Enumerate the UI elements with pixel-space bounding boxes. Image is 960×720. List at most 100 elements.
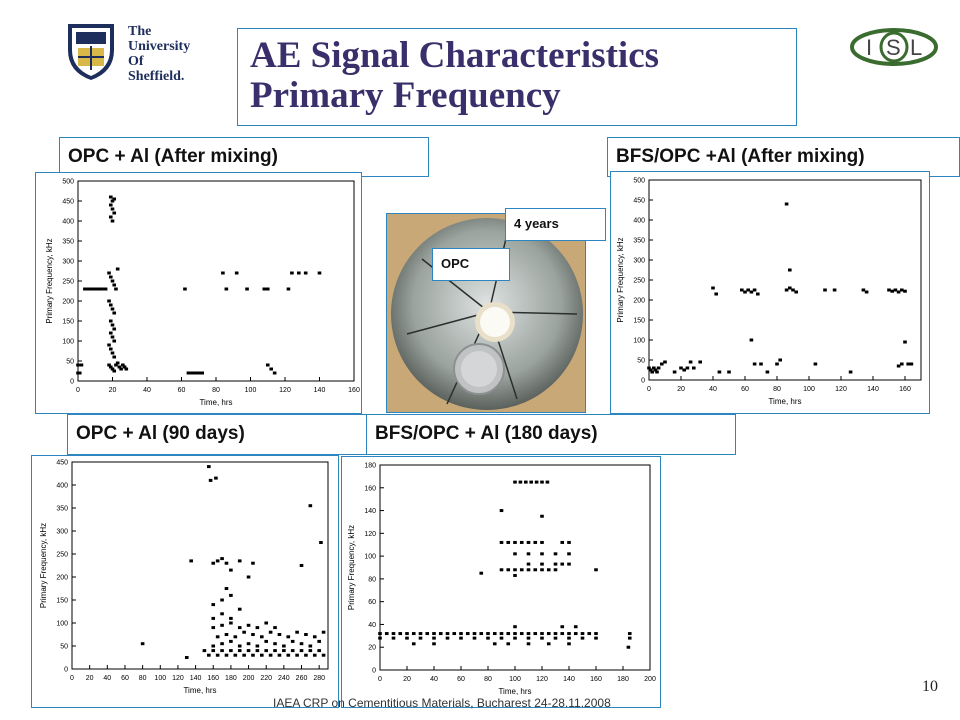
data-point	[189, 559, 193, 563]
data-point	[211, 561, 216, 565]
data-point	[479, 571, 484, 575]
data-point	[79, 363, 84, 367]
data-point	[513, 480, 517, 484]
x-tick-label: 160	[207, 675, 219, 682]
data-point	[286, 653, 291, 657]
data-point	[211, 644, 216, 648]
data-point	[108, 365, 113, 369]
data-point	[245, 287, 249, 291]
data-point	[121, 363, 125, 367]
data-point	[114, 287, 118, 291]
data-point	[405, 632, 409, 636]
data-point	[788, 286, 792, 290]
data-point	[513, 625, 517, 629]
data-point	[906, 362, 910, 366]
data-point	[526, 568, 531, 572]
plot-area	[71, 461, 329, 670]
data-point	[112, 283, 117, 287]
data-point	[110, 307, 115, 311]
data-point	[432, 636, 436, 640]
data-point	[560, 625, 565, 629]
x-tick-label: 80	[773, 386, 781, 393]
data-point	[529, 480, 533, 484]
data-point	[317, 271, 322, 275]
data-point	[627, 632, 632, 636]
y-tick-label: 500	[633, 178, 645, 185]
data-point	[246, 623, 251, 627]
data-point	[233, 635, 238, 639]
data-point	[272, 371, 277, 375]
data-point	[513, 632, 517, 636]
data-point	[519, 568, 524, 572]
x-tick-label: 40	[143, 387, 151, 394]
data-point	[211, 616, 216, 620]
data-point	[304, 633, 308, 636]
data-point	[190, 371, 194, 375]
data-point	[580, 632, 585, 636]
data-point	[506, 632, 511, 636]
data-point	[660, 362, 664, 366]
data-point	[791, 288, 795, 292]
data-point	[540, 632, 544, 636]
data-point	[663, 360, 667, 364]
data-point	[321, 630, 326, 634]
data-point	[122, 365, 127, 369]
data-point	[193, 371, 198, 375]
data-point	[110, 351, 115, 355]
x-tick-label: 0	[647, 386, 651, 393]
data-point	[251, 633, 255, 636]
x-tick-label: 160	[590, 676, 602, 683]
data-point	[752, 288, 757, 292]
data-point	[553, 552, 558, 556]
data-point	[749, 290, 754, 294]
data-point	[110, 207, 115, 211]
y-tick-label: 0	[70, 379, 74, 386]
data-point	[242, 630, 246, 634]
chart-frame-tl: 0 20 40 60 80 100 120 140 160 0 50 100 150 200 250 300 3…	[35, 172, 362, 414]
data-point	[295, 653, 299, 657]
x-tick-label: 60	[178, 387, 186, 394]
data-point	[255, 626, 260, 630]
data-point	[526, 642, 531, 646]
data-point	[778, 358, 782, 362]
data-point	[319, 541, 323, 544]
data-point	[246, 649, 251, 653]
data-point	[418, 632, 423, 636]
x-axis-label: Time, hrs	[768, 397, 801, 406]
logo-line-3: Of	[128, 54, 144, 69]
data-point	[890, 289, 894, 293]
data-point	[499, 540, 504, 544]
data-point	[580, 636, 585, 640]
x-tick-label: 140	[563, 676, 575, 683]
data-point	[438, 632, 443, 636]
data-point	[398, 632, 403, 636]
logo-line-1: The	[128, 24, 152, 39]
y-tick-label: 350	[633, 238, 645, 245]
data-point	[524, 480, 528, 484]
y-tick-label: 180	[364, 463, 376, 470]
data-point	[108, 347, 113, 351]
data-point	[211, 603, 216, 607]
chart-tl: 0 20 40 60 80 100 120 140 160 0 50 100 150 200 250 300 3…	[45, 179, 360, 408]
x-tick-label: 60	[121, 675, 129, 682]
x-tick-label: 200	[644, 676, 656, 683]
y-tick-label: 250	[62, 279, 74, 286]
chart-tr: 0 20 40 60 80 100 120 140 160 0 50 100 150 200 250 300 3…	[616, 178, 922, 406]
data-point	[567, 562, 571, 566]
data-point	[268, 630, 273, 634]
data-point	[445, 632, 450, 636]
data-point	[304, 653, 308, 657]
data-point	[533, 632, 538, 636]
data-point	[533, 568, 538, 572]
y-tick-label: 50	[66, 359, 74, 366]
data-point	[900, 362, 904, 366]
data-point	[864, 290, 869, 294]
y-tick-label: 300	[62, 259, 74, 266]
data-point	[273, 626, 277, 630]
data-point	[77, 371, 82, 375]
x-tick-label: 60	[457, 676, 465, 683]
data-point	[391, 636, 396, 640]
x-tick-label: 20	[677, 386, 685, 393]
y-tick-label: 450	[62, 199, 74, 206]
data-point	[110, 279, 115, 283]
